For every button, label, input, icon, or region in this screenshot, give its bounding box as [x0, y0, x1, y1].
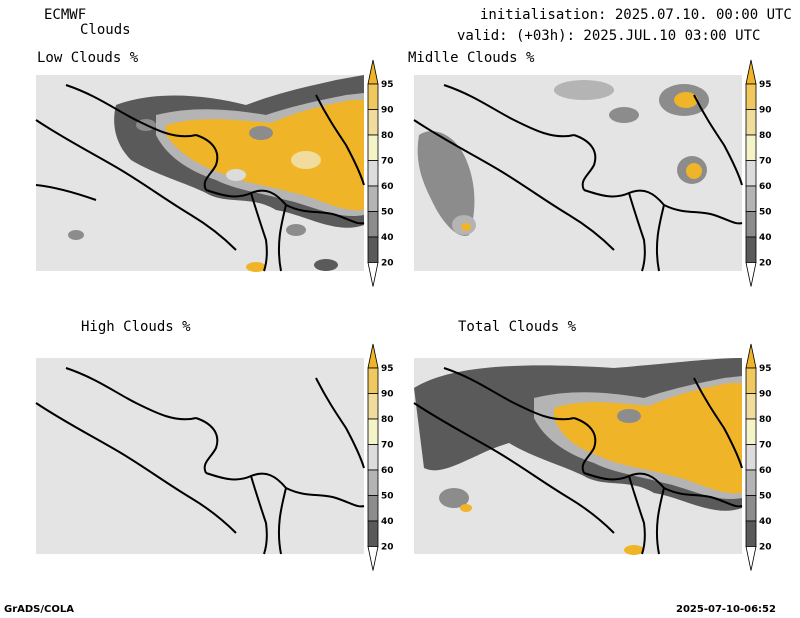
colorbar-bottom-arrow [745, 262, 757, 287]
colorbar-segment [367, 393, 379, 420]
colorbar-segment [745, 134, 757, 161]
colorbar-segment [367, 236, 379, 263]
colorbar-label: 70 [381, 441, 394, 451]
colorbar-label: 90 [759, 106, 772, 116]
colorbar-label: 70 [759, 157, 772, 167]
colorbar-top-arrow [367, 343, 379, 369]
colorbar-segment [367, 495, 379, 522]
colorbar-label: 70 [381, 157, 394, 167]
product-name: Clouds [80, 22, 131, 38]
high-clouds-title: High Clouds % [81, 319, 191, 335]
colorbar-label: 95 [381, 80, 394, 90]
colorbar-label: 50 [759, 492, 772, 502]
colorbar-label: 60 [759, 466, 772, 476]
valid-time: valid: (+03h): 2025.JUL.10 03:00 UTC [457, 28, 761, 44]
middle-clouds-map [413, 75, 743, 272]
colorbar-segment [745, 236, 757, 263]
model-name: ECMWF [44, 7, 87, 23]
colorbar-label: 60 [381, 466, 394, 476]
colorbar-segment [367, 160, 379, 187]
colorbar-label: 95 [759, 80, 772, 90]
colorbar-label: 95 [759, 364, 772, 374]
colorbar-label: 40 [759, 517, 772, 527]
colorbar-label: 80 [381, 131, 394, 141]
colorbar-label: 20 [759, 543, 772, 553]
colorbar-bottom-left: 95 90 80 70 60 50 40 20 [364, 342, 400, 578]
colorbar-label: 20 [759, 259, 772, 269]
total-clouds-title: Total Clouds % [458, 319, 577, 335]
colorbar-label: 90 [759, 390, 772, 400]
colorbar-label: 40 [381, 517, 394, 527]
colorbar-label: 20 [381, 259, 394, 269]
colorbar-top-arrow [367, 59, 379, 85]
colorbar-label: 50 [381, 492, 394, 502]
colorbar-bottom-arrow [367, 546, 379, 571]
init-time: initialisation: 2025.07.10. 00:00 UTC [480, 7, 792, 23]
colorbar-label: 80 [381, 415, 394, 425]
colorbar-segment [745, 185, 757, 212]
colorbar-segment [745, 83, 757, 110]
colorbar-bottom-arrow [745, 546, 757, 571]
colorbar-segment [745, 393, 757, 420]
colorbar-segment [745, 495, 757, 522]
colorbar-top-left: 95 90 80 70 60 50 40 20 [364, 58, 400, 294]
colorbar-label: 80 [759, 131, 772, 141]
footer-left: GrADS/COLA [4, 604, 74, 615]
colorbar-label: 50 [381, 208, 394, 218]
colorbar-label: 80 [759, 415, 772, 425]
colorbar-top-right: 95 90 80 70 60 50 40 20 [742, 58, 778, 294]
colorbar-segment [745, 520, 757, 547]
colorbar-top-arrow [745, 343, 757, 369]
colorbar-label: 50 [759, 208, 772, 218]
colorbar-label: 20 [381, 543, 394, 553]
low-clouds-map [35, 75, 365, 272]
colorbar-segment [745, 211, 757, 238]
colorbar-segment [367, 83, 379, 110]
colorbar-label: 70 [759, 441, 772, 451]
footer-right: 2025-07-10-06:52 [676, 604, 776, 615]
colorbar-bottom-arrow [367, 262, 379, 287]
high-clouds-map [35, 358, 365, 555]
colorbar-segment [745, 444, 757, 471]
colorbar-label: 95 [381, 364, 394, 374]
colorbar-segment [367, 211, 379, 238]
colorbar-label: 90 [381, 390, 394, 400]
colorbar-segment [367, 444, 379, 471]
low-clouds-title: Low Clouds % [37, 50, 139, 66]
colorbar-bottom-right: 95 90 80 70 60 50 40 20 [742, 342, 778, 578]
colorbar-segment [745, 469, 757, 496]
colorbar-segment [367, 418, 379, 445]
colorbar-label: 40 [759, 233, 772, 243]
colorbar-segment [367, 520, 379, 547]
colorbar-segment [367, 109, 379, 136]
colorbar-segment [745, 418, 757, 445]
colorbar-label: 60 [381, 182, 394, 192]
colorbar-segment [745, 109, 757, 136]
colorbar-segment [367, 134, 379, 161]
colorbar-label: 60 [759, 182, 772, 192]
colorbar-top-arrow [745, 59, 757, 85]
colorbar-segment [367, 367, 379, 394]
colorbar-segment [367, 185, 379, 212]
colorbar-label: 40 [381, 233, 394, 243]
colorbar-segment [745, 367, 757, 394]
total-clouds-map [413, 358, 743, 555]
colorbar-segment [745, 160, 757, 187]
middle-clouds-title: Midlle Clouds % [408, 50, 535, 66]
colorbar-segment [367, 469, 379, 496]
colorbar-label: 90 [381, 106, 394, 116]
